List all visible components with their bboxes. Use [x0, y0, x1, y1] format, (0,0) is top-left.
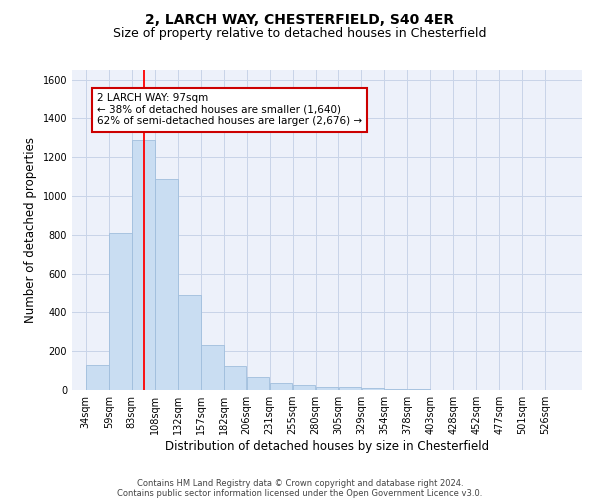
Bar	[155, 178, 178, 390]
Text: 2 LARCH WAY: 97sqm
← 38% of detached houses are smaller (1,640)
62% of semi-deta: 2 LARCH WAY: 97sqm ← 38% of detached hou…	[97, 94, 362, 126]
Bar	[385, 389, 407, 390]
Text: Contains HM Land Registry data © Crown copyright and database right 2024.: Contains HM Land Registry data © Crown c…	[137, 478, 463, 488]
Text: Contains public sector information licensed under the Open Government Licence v3: Contains public sector information licen…	[118, 488, 482, 498]
Bar	[316, 386, 338, 390]
Text: Size of property relative to detached houses in Chesterfield: Size of property relative to detached ho…	[113, 28, 487, 40]
Bar	[224, 366, 247, 390]
Bar	[362, 388, 385, 390]
Bar	[338, 387, 361, 390]
Bar	[201, 346, 224, 390]
Bar	[269, 383, 292, 390]
Bar	[178, 295, 200, 390]
Y-axis label: Number of detached properties: Number of detached properties	[24, 137, 37, 323]
Bar	[293, 385, 316, 390]
X-axis label: Distribution of detached houses by size in Chesterfield: Distribution of detached houses by size …	[165, 440, 489, 453]
Bar	[247, 378, 269, 390]
Bar	[109, 233, 131, 390]
Bar	[132, 140, 155, 390]
Bar	[86, 365, 109, 390]
Text: 2, LARCH WAY, CHESTERFIELD, S40 4ER: 2, LARCH WAY, CHESTERFIELD, S40 4ER	[145, 12, 455, 26]
